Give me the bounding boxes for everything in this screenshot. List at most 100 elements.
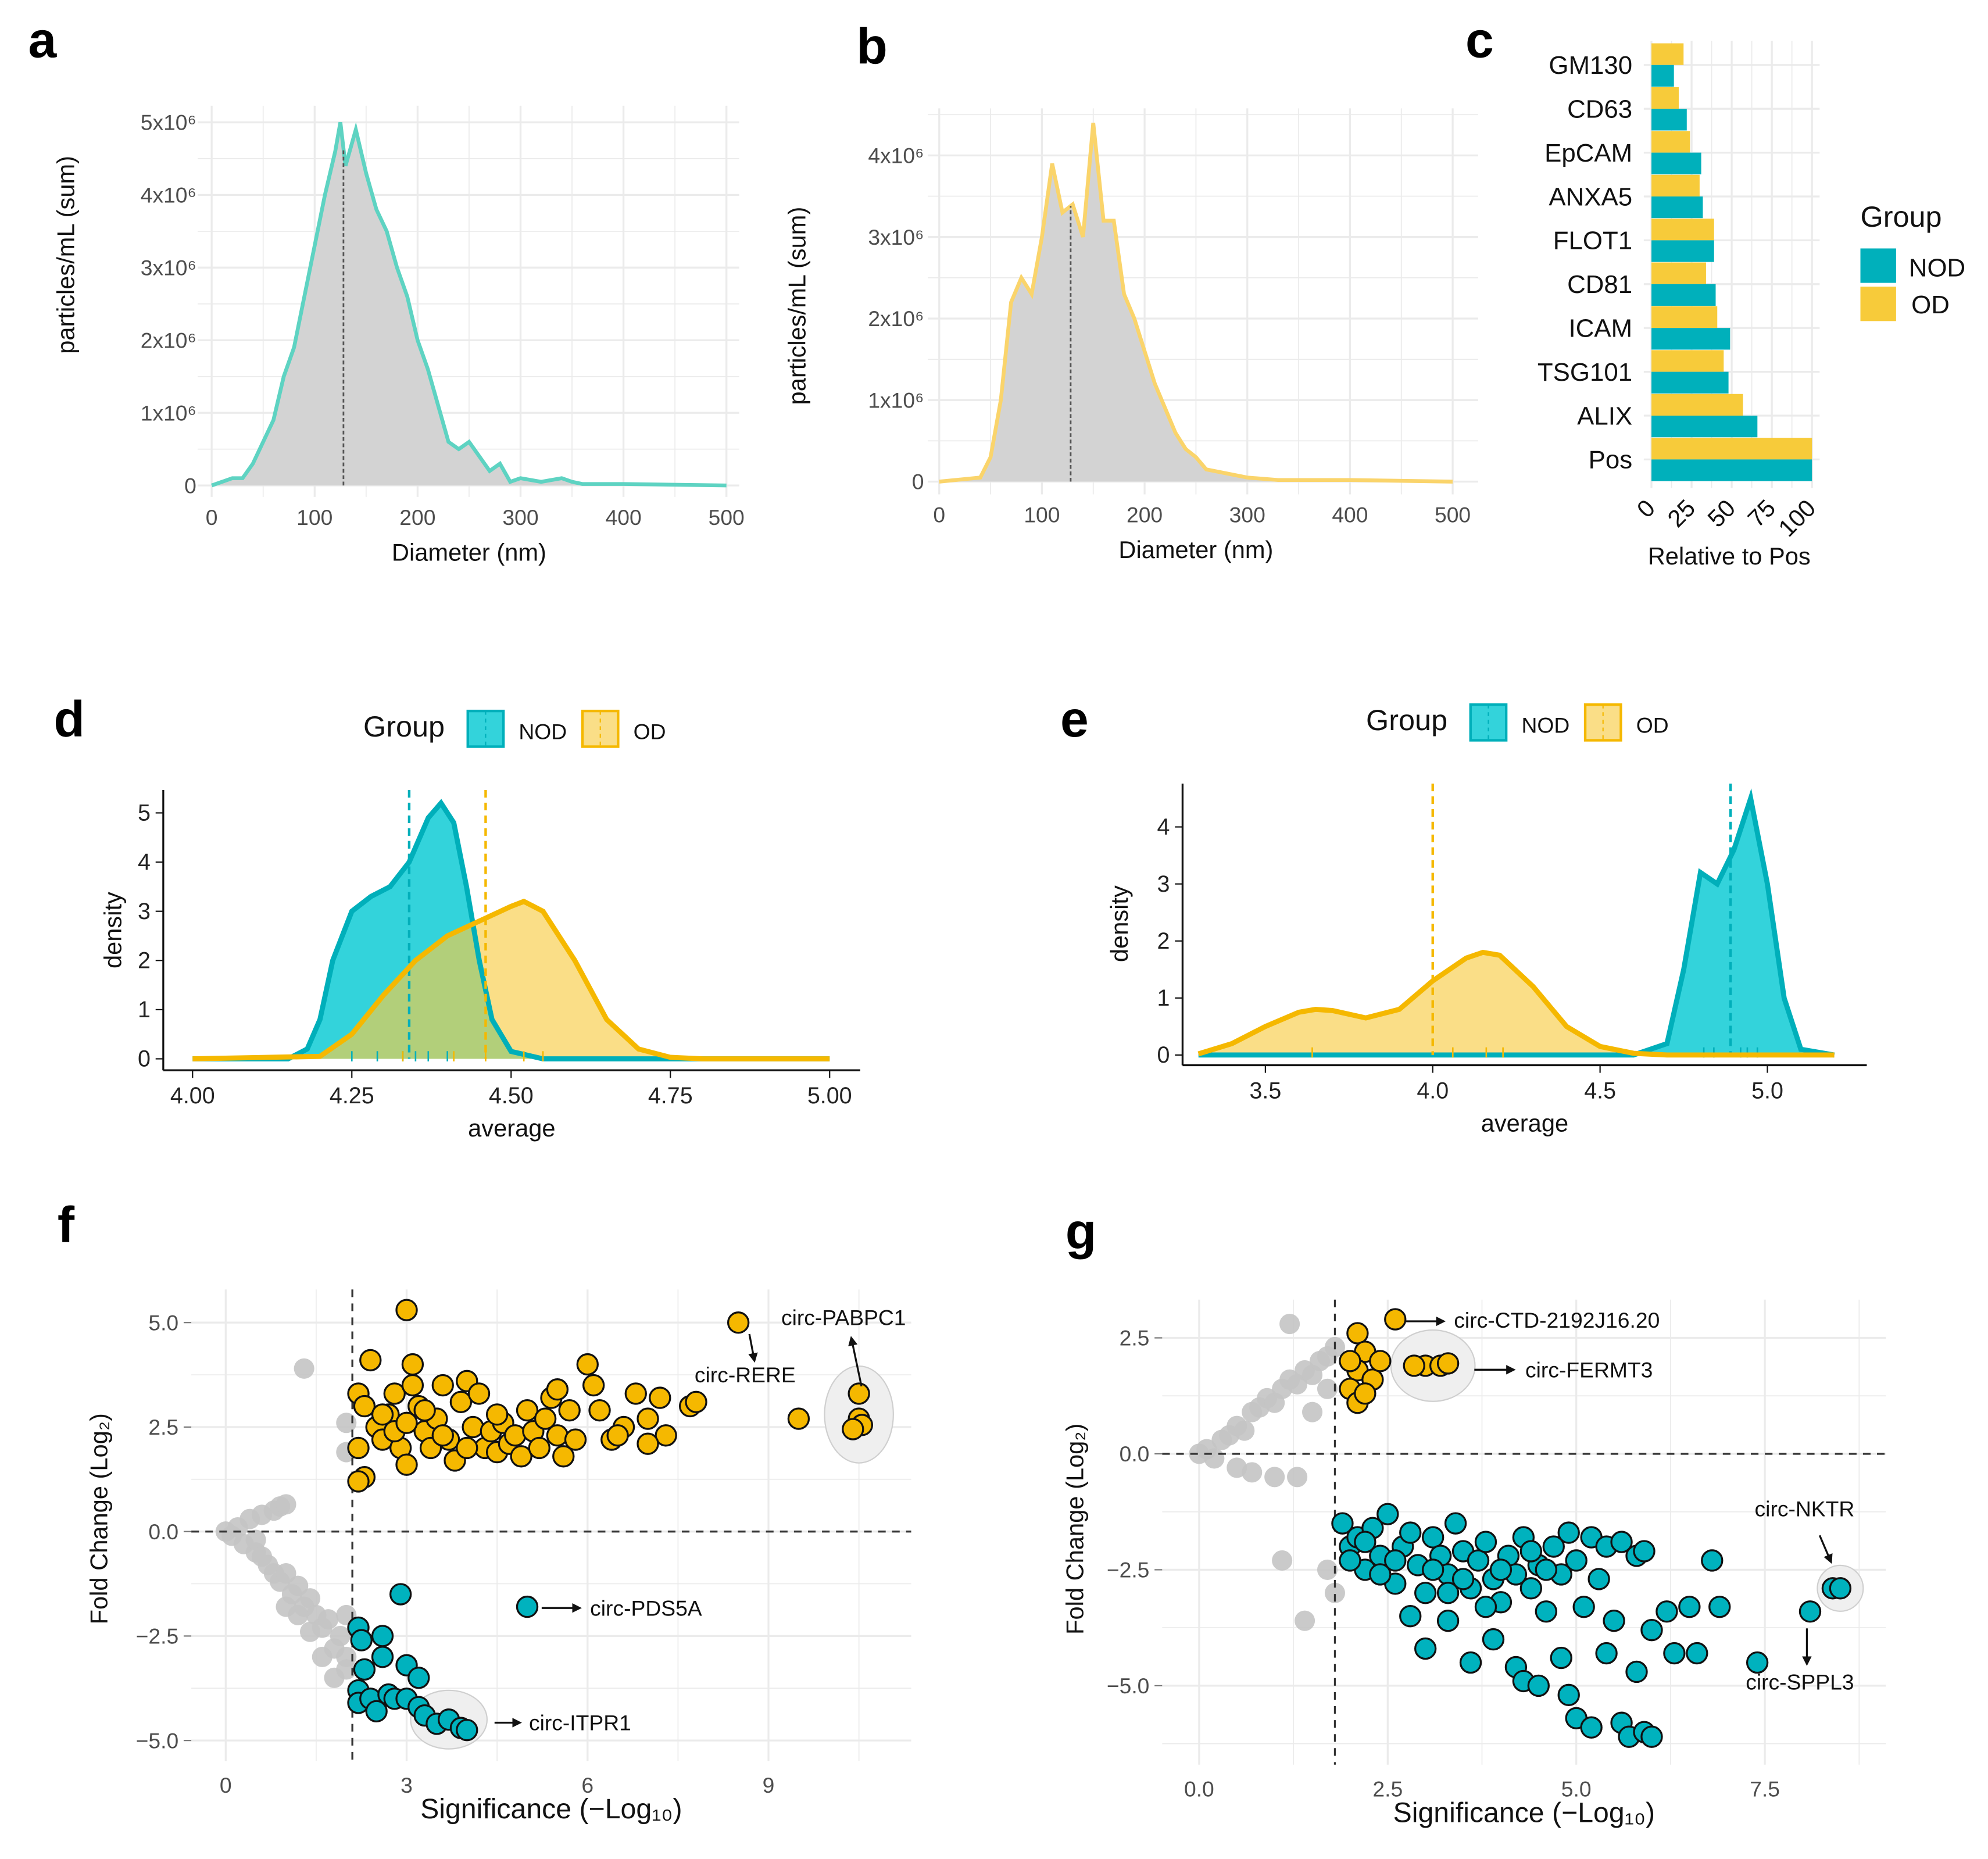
point-upregulated [1436,1352,1460,1375]
point-not-significant [1279,1314,1300,1335]
point-upregulated [842,1418,864,1440]
panel-label-g: g [1065,1203,1097,1260]
point-downregulated [1603,1610,1625,1632]
point-upregulated [1354,1382,1376,1405]
point-upregulated [546,1424,569,1447]
annotation-label: circ-SPPL3 [1746,1669,1854,1694]
legend-swatch-OD [1860,287,1896,321]
bar-OD-ANXA5 [1651,174,1700,196]
point-downregulated [350,1629,373,1651]
point-downregulated [1436,1610,1460,1632]
x-tick-label: 0 [220,1773,232,1797]
legend-label-NOD: NOD [1521,713,1569,737]
y-axis-title: particles/mL (sum) [52,156,79,354]
x-tick-label: 5.00 [807,1083,852,1109]
y-tick-label: 1 [1157,985,1170,1011]
point-upregulated [655,1424,677,1447]
x-axis-title: Relative to Pos [1648,542,1811,570]
x-tick-label: 100 [1024,503,1060,527]
point-upregulated [431,1374,454,1397]
y-axis-title: density [1106,885,1133,962]
point-upregulated [576,1353,599,1376]
category-label: ANXA5 [1549,183,1632,211]
legend-title: Group [1861,200,1942,233]
point-downregulated [1557,1683,1580,1707]
point-downregulated [1519,1540,1543,1563]
point-downregulated [365,1700,388,1723]
x-tick-label: 5.0 [1751,1078,1783,1103]
x-tick-label: 9 [763,1773,775,1797]
point-downregulated [1565,1549,1587,1572]
panel-label-a: a [28,12,58,69]
y-tick-label: 0 [1157,1042,1170,1068]
panel-label-c: c [1465,12,1494,69]
point-not-significant [1204,1448,1225,1469]
y-tick-label: 0 [912,470,924,494]
point-downregulated [1640,1725,1663,1748]
density-area-NOD [192,803,830,1059]
panel-c: GM130 CD63 EpCAM ANXA5 FLOT1 CD81 ICAM TSG101 AL… [1538,41,1965,570]
x-tick-label: 4.0 [1417,1078,1449,1103]
point-downregulated [1414,1637,1437,1660]
point-upregulated [347,1436,370,1460]
x-tick-label: 4.00 [170,1083,215,1109]
point-downregulated [1625,1660,1648,1683]
legend-title: Group [1366,703,1447,737]
bar-NOD-ICAM [1651,328,1730,350]
point-downregulated [1557,1521,1580,1544]
y-tick-label: 3x10⁶ [868,225,924,249]
x-tick-label: 0 [933,503,945,527]
x-tick-label: 50 [1702,494,1740,532]
point-downregulated [1799,1600,1822,1623]
y-tick-label: 0.0 [1120,1442,1150,1466]
y-tick-label: 5x10⁶ [141,110,196,135]
point-upregulated [1339,1350,1361,1372]
point-not-significant [1324,1582,1346,1603]
point-upregulated [1346,1322,1369,1345]
point-upregulated [395,1453,418,1476]
bar-NOD-GM130 [1651,65,1674,87]
y-tick-label: −5.0 [136,1728,179,1753]
category-label: CD63 [1567,95,1632,124]
point-not-significant [294,1358,314,1379]
point-downregulated [1550,1646,1572,1669]
x-tick-label: 4.75 [648,1083,693,1109]
density-line-NOD [192,799,830,1061]
point-downregulated [1829,1577,1852,1600]
panel-f: 0 3 6 9 5.0 2.5 0.0 −2.5 −5.0 Significance (−Log₁… [136,1289,911,1825]
point-not-significant [299,1621,321,1642]
y-tick-label: 1x10⁶ [141,401,196,425]
x-tick-label: 200 [1127,503,1163,527]
point-downregulated [1414,1582,1437,1604]
point-upregulated [467,1382,491,1405]
panel-label-f: f [58,1196,75,1253]
point-downregulated [1580,1716,1603,1739]
bar-NOD-EpCAM [1651,152,1701,174]
point-downregulated [1384,1549,1407,1572]
panel-label-d: d [53,691,85,748]
point-not-significant [1287,1467,1308,1488]
point-downregulated [1399,1605,1422,1628]
point-upregulated [395,1299,418,1321]
panel-e: 3.5 4.0 4.5 5.0 0 1 2 3 4 average Group NOD OD [1157,703,1867,1136]
x-axis-title: Diameter (nm) [1118,536,1273,563]
point-downregulated [1535,1600,1557,1623]
y-tick-label: 2 [1157,928,1170,954]
point-upregulated [685,1390,707,1413]
y-tick-label: 3 [138,899,151,924]
point-downregulated [1467,1549,1490,1572]
point-downregulated [1663,1642,1686,1665]
density-line-OD [192,898,830,1061]
point-downregulated [1421,1558,1444,1581]
point-downregulated [1610,1531,1633,1553]
point-upregulated [558,1399,581,1422]
point-downregulated [1640,1618,1663,1642]
x-tick-label: 75 [1742,494,1780,532]
point-upregulated [1403,1354,1425,1377]
point-downregulated [1678,1596,1701,1618]
x-tick-label: 100 [1773,494,1821,542]
point-downregulated [1708,1596,1731,1618]
panel-label-e: e [1060,691,1089,748]
y-tick-label: 4 [138,849,151,875]
point-upregulated [552,1445,575,1468]
